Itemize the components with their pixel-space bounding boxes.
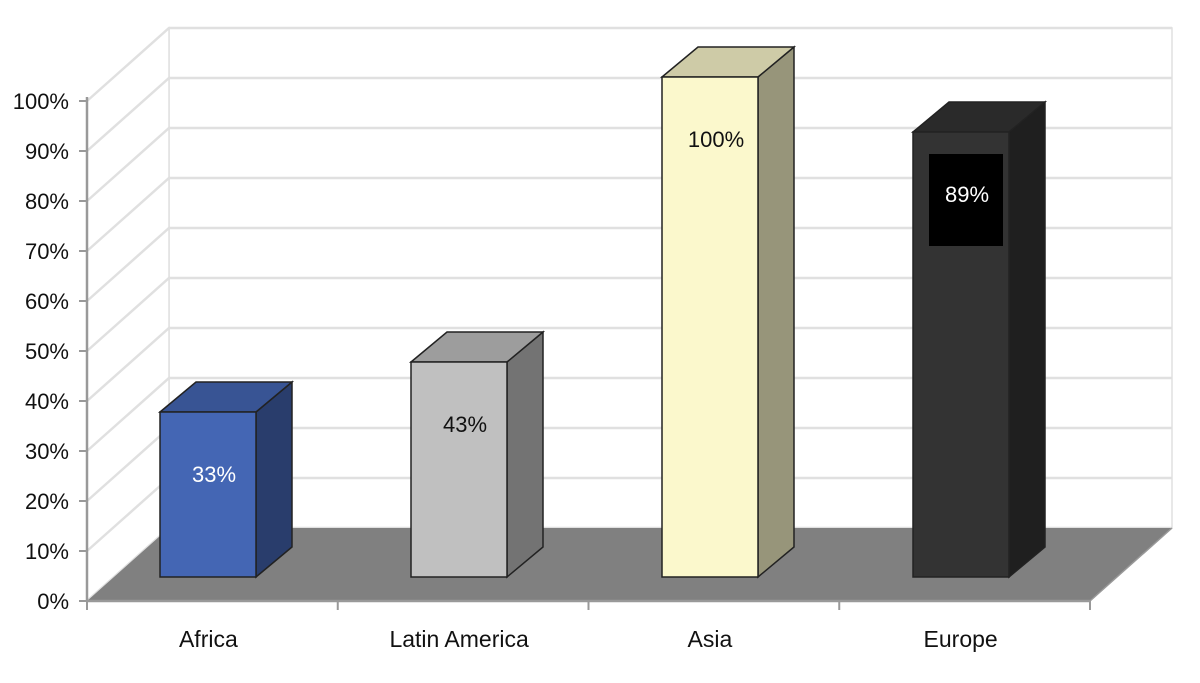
bar-africa: 33% (157, 380, 295, 579)
bar-latin-america: 43% (408, 330, 546, 579)
gridline (86, 76, 1172, 152)
floor-edge-right (1089, 527, 1173, 602)
y-tick-label: 20% (25, 489, 69, 514)
data-label: 100% (688, 127, 744, 152)
gridline (86, 376, 1172, 452)
x-axis-tick-labels: Africa Latin America Asia Europe (86, 601, 1091, 652)
y-tick-label: 70% (25, 239, 69, 264)
gridline (86, 126, 1172, 202)
y-tick-label: 40% (25, 389, 69, 414)
gridline (86, 176, 1172, 252)
data-label-background (929, 154, 1003, 246)
x-tick-label: Europe (924, 626, 998, 652)
data-label: 33% (192, 462, 236, 487)
bar-europe: 89% (910, 100, 1048, 579)
bar-side (757, 45, 795, 579)
y-tick-label: 100% (13, 89, 69, 114)
bar-asia: 100% (659, 45, 797, 579)
gridline (86, 276, 1172, 352)
bar-front (410, 361, 508, 578)
bars: 33% 43% 100% 89% (157, 45, 1048, 579)
gridline (86, 226, 1172, 302)
bar-side (255, 380, 293, 579)
y-tick-label: 10% (25, 539, 69, 564)
y-tick-label: 50% (25, 339, 69, 364)
y-tick-label: 30% (25, 439, 69, 464)
y-tick-label: 80% (25, 189, 69, 214)
data-label: 89% (945, 182, 989, 207)
x-tick-label: Latin America (389, 626, 529, 652)
gridline (86, 326, 1172, 402)
data-label: 43% (443, 412, 487, 437)
x-tick-label: Africa (179, 626, 238, 652)
y-tick-label: 90% (25, 139, 69, 164)
bar-side (1008, 100, 1046, 579)
y-tick-label: 60% (25, 289, 69, 314)
bar-side (506, 330, 544, 579)
chart-floor (87, 528, 1172, 601)
bar-front (159, 411, 257, 578)
y-tick-label: 0% (37, 589, 69, 614)
bar-front (661, 76, 759, 578)
y-axis-tick-labels: 0% 10% 20% 30% 40% 50% 60% 70% 80% 90% 100% (13, 89, 87, 614)
gridline (86, 26, 1172, 102)
x-tick-label: Asia (688, 626, 733, 652)
floor-plane (87, 528, 1172, 601)
